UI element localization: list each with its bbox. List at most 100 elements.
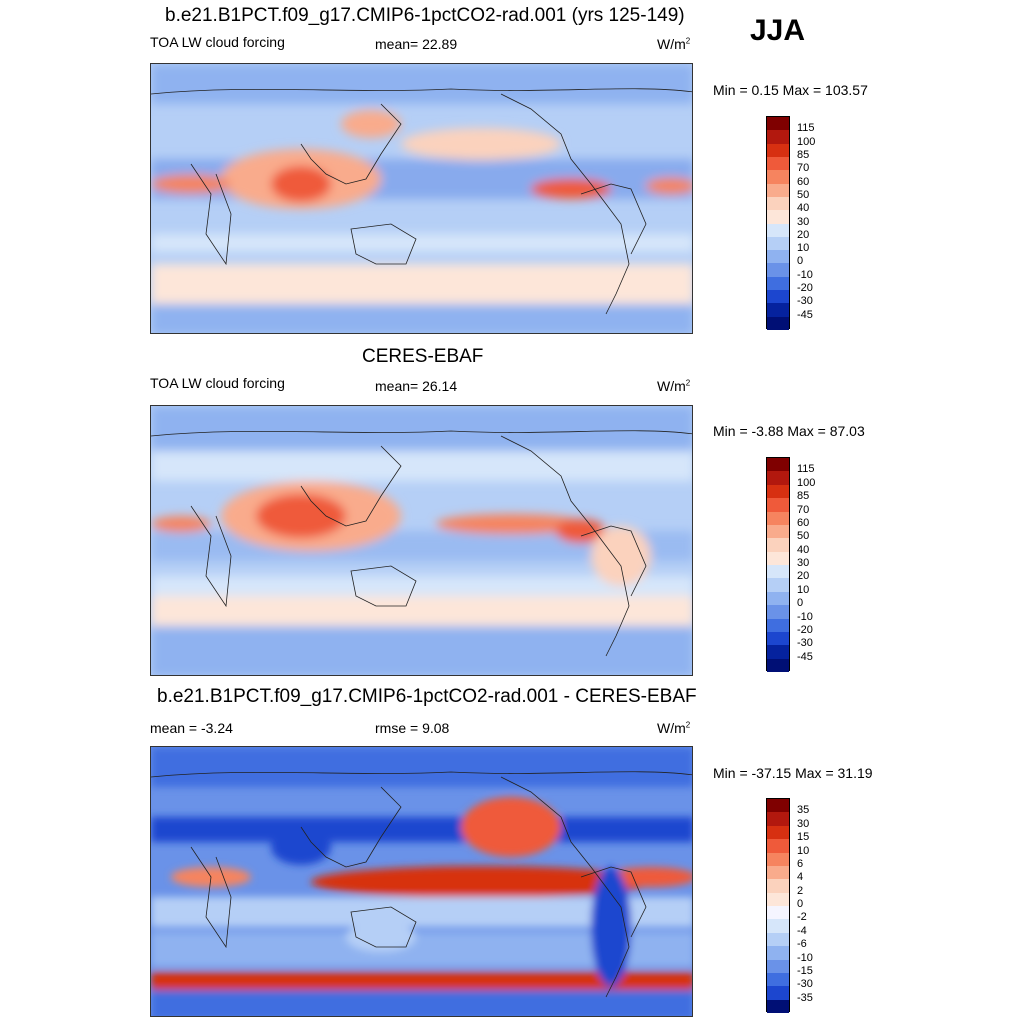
panel2-mean: mean= 26.14 bbox=[375, 378, 458, 394]
colorbar-swatch bbox=[767, 919, 789, 933]
colorbar-tick-label: 85 bbox=[797, 490, 810, 503]
colorbar-tick-label: -20 bbox=[797, 282, 813, 295]
colorbar-swatch bbox=[767, 892, 789, 906]
panel1-colorbar bbox=[766, 116, 790, 330]
colorbar-swatch bbox=[767, 524, 789, 539]
colorbar-swatch bbox=[767, 932, 789, 947]
colorbar-tick-label: 40 bbox=[797, 202, 810, 215]
colorbar-tick-label: -30 bbox=[797, 637, 813, 650]
colorbar-swatch bbox=[767, 959, 789, 973]
colorbar-tick-label: -35 bbox=[797, 991, 813, 1004]
panel1-mean: mean= 22.89 bbox=[375, 36, 458, 52]
colorbar-swatch bbox=[767, 236, 789, 251]
colorbar-tick-label: -10 bbox=[797, 610, 813, 623]
colorbar-tick-label: 6 bbox=[797, 857, 804, 870]
colorbar-swatch bbox=[767, 156, 789, 171]
colorbar-swatch bbox=[767, 303, 789, 317]
colorbar-swatch bbox=[767, 812, 789, 826]
colorbar-tick-label: 115 bbox=[797, 463, 815, 476]
panel3-map bbox=[150, 746, 693, 1017]
colorbar-tick-label: 60 bbox=[797, 516, 810, 529]
colorbar-tick-label: 20 bbox=[797, 570, 810, 583]
colorbar-swatch bbox=[767, 972, 789, 987]
colorbar-tick-label: 70 bbox=[797, 503, 810, 516]
colorbar-swatch bbox=[767, 511, 789, 525]
panel3-minmax: Min = -37.15 Max = 31.19 bbox=[713, 765, 873, 781]
panel3-rmse: rmse = 9.08 bbox=[375, 720, 450, 736]
colorbar-tick-label: -10 bbox=[797, 268, 813, 281]
colorbar-swatch bbox=[767, 196, 789, 211]
colorbar-tick-label: 10 bbox=[797, 844, 810, 857]
colorbar-swatch bbox=[767, 865, 789, 880]
colorbar-swatch bbox=[767, 117, 789, 131]
colorbar-swatch bbox=[767, 183, 789, 197]
colorbar-swatch bbox=[767, 618, 789, 632]
colorbar-swatch bbox=[767, 458, 789, 472]
panel1-units: W/m2 bbox=[657, 36, 691, 52]
colorbar-swatch bbox=[767, 484, 789, 499]
panel3-title: b.e21.B1PCT.f09_g17.CMIP6-1pctCO2-rad.00… bbox=[157, 686, 697, 707]
colorbar-swatch bbox=[767, 999, 789, 1013]
colorbar-tick-label: 10 bbox=[797, 583, 810, 596]
colorbar-tick-label: 85 bbox=[797, 148, 810, 161]
panel3-colorbar bbox=[766, 798, 790, 1013]
panel2-colorbar bbox=[766, 457, 790, 672]
colorbar-tick-label: 100 bbox=[797, 135, 816, 148]
colorbar-tick-label: -4 bbox=[797, 924, 807, 937]
colorbar-swatch bbox=[767, 906, 789, 920]
panel2-units: W/m2 bbox=[657, 378, 691, 394]
colorbar-tick-label: -45 bbox=[797, 650, 813, 663]
colorbar-swatch bbox=[767, 276, 789, 291]
colorbar-swatch bbox=[767, 471, 789, 485]
colorbar-tick-label: -2 bbox=[797, 911, 807, 924]
colorbar-swatch bbox=[767, 605, 789, 619]
panel1-minmax: Min = 0.15 Max = 103.57 bbox=[713, 82, 868, 98]
colorbar-swatch bbox=[767, 498, 789, 512]
colorbar-tick-label: -6 bbox=[797, 938, 807, 951]
panel3-mean: mean = -3.24 bbox=[150, 720, 233, 736]
panel2-title: CERES-EBAF bbox=[362, 346, 484, 367]
colorbar-swatch bbox=[767, 591, 789, 606]
colorbar-tick-label: 20 bbox=[797, 228, 810, 241]
colorbar-swatch bbox=[767, 210, 789, 224]
colorbar-tick-label: 50 bbox=[797, 188, 810, 201]
colorbar-tick-label: -30 bbox=[797, 978, 813, 991]
colorbar-swatch bbox=[767, 799, 789, 813]
colorbar-tick-label: -45 bbox=[797, 308, 813, 321]
panel2-variable: TOA LW cloud forcing bbox=[150, 375, 285, 391]
panel2-minmax: Min = -3.88 Max = 87.03 bbox=[713, 423, 865, 439]
colorbar-swatch bbox=[767, 879, 789, 893]
colorbar-swatch bbox=[767, 130, 789, 144]
colorbar-swatch bbox=[767, 578, 789, 592]
colorbar-tick-label: 2 bbox=[797, 884, 804, 897]
colorbar-swatch bbox=[767, 631, 789, 646]
colorbar-tick-label: 35 bbox=[797, 804, 810, 817]
panel2-map bbox=[150, 405, 693, 676]
colorbar-swatch bbox=[767, 825, 789, 840]
colorbar-swatch bbox=[767, 986, 789, 1000]
colorbar-tick-label: 115 bbox=[797, 122, 815, 135]
panel3-units: W/m2 bbox=[657, 720, 691, 736]
colorbar-swatch bbox=[767, 658, 789, 672]
colorbar-tick-label: -30 bbox=[797, 295, 813, 308]
colorbar-swatch bbox=[767, 645, 789, 659]
colorbar-swatch bbox=[767, 316, 789, 330]
colorbar-swatch bbox=[767, 170, 789, 184]
panel1-variable: TOA LW cloud forcing bbox=[150, 34, 285, 50]
colorbar-swatch bbox=[767, 839, 789, 853]
colorbar-swatch bbox=[767, 565, 789, 579]
colorbar-tick-label: 4 bbox=[797, 871, 804, 884]
colorbar-swatch bbox=[767, 263, 789, 277]
season-label: JJA bbox=[750, 14, 806, 47]
colorbar-tick-label: -20 bbox=[797, 623, 813, 636]
colorbar-tick-label: 30 bbox=[797, 215, 810, 228]
colorbar-swatch bbox=[767, 250, 789, 264]
colorbar-tick-label: 15 bbox=[797, 831, 810, 844]
colorbar-tick-label: -15 bbox=[797, 964, 813, 977]
panel1-title: b.e21.B1PCT.f09_g17.CMIP6-1pctCO2-rad.00… bbox=[165, 5, 685, 26]
panel1-map bbox=[150, 63, 693, 334]
colorbar-tick-label: 0 bbox=[797, 255, 804, 268]
colorbar-swatch bbox=[767, 223, 789, 237]
colorbar-swatch bbox=[767, 946, 789, 960]
colorbar-swatch bbox=[767, 551, 789, 565]
